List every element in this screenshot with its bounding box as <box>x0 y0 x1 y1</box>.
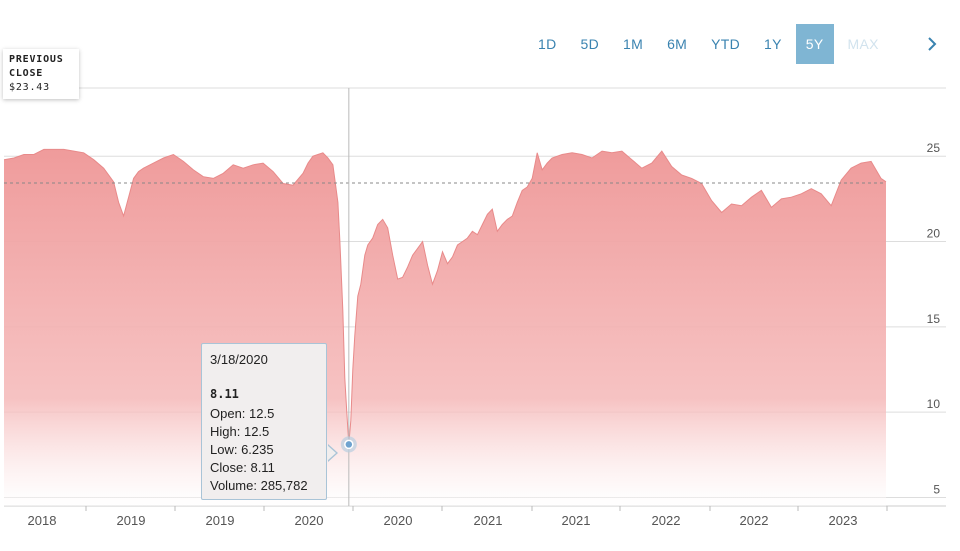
x-tick-label: 2022 <box>652 513 681 528</box>
range-button-1y[interactable]: 1Y <box>764 36 782 52</box>
range-button-ytd[interactable]: YTD <box>711 36 741 52</box>
tooltip-volume: Volume: 285,782 <box>210 478 308 493</box>
tooltip-open: Open: 12.5 <box>210 406 275 421</box>
x-tick-label: 2021 <box>562 513 591 528</box>
y-tick-label: 5 <box>933 482 940 496</box>
chevron-right-icon[interactable] <box>920 24 944 64</box>
y-axis-ticks: 5 10 15 20 25 <box>927 141 941 496</box>
tooltip-value: 8.11 <box>210 387 239 401</box>
area-line <box>3 148 887 445</box>
price-area <box>3 148 887 506</box>
x-axis-ticks: 2018 2019 2019 2020 2020 2021 2021 2022 2022 2023 <box>28 506 888 528</box>
tooltip-low: Low: 6.235 <box>210 442 274 457</box>
x-tick-label: 2020 <box>295 513 324 528</box>
area-fill <box>4 149 886 506</box>
x-tick-label: 2021 <box>474 513 503 528</box>
y-tick-label: 15 <box>927 312 941 326</box>
x-tick-label: 2018 <box>28 513 57 528</box>
range-button-5d[interactable]: 5D <box>580 36 599 52</box>
cursor-point <box>344 439 354 450</box>
x-tick-label: 2023 <box>829 513 858 528</box>
range-button-5y[interactable]: 5Y <box>795 24 834 64</box>
range-button-1m[interactable]: 1M <box>623 36 644 52</box>
x-tick-label: 2019 <box>117 513 146 528</box>
data-tooltip: 3/18/2020 8.11 Open: 12.5 High: 12.5 Low… <box>201 343 338 500</box>
range-button-1d[interactable]: 1D <box>538 36 557 52</box>
previous-close-value: $23.43 <box>9 82 50 93</box>
hover-cursor <box>340 88 357 506</box>
range-button-max[interactable]: MAX <box>847 36 879 52</box>
range-button-6m[interactable]: 6M <box>667 36 688 52</box>
previous-close-label: PREVIOUS CLOSE <box>9 54 64 79</box>
y-tick-label: 10 <box>927 397 941 411</box>
tooltip-close: Close: 8.11 <box>210 460 275 475</box>
tooltip-date: 3/18/2020 <box>210 352 268 367</box>
previous-close-box: PREVIOUS CLOSE $23.43 <box>3 49 79 99</box>
tooltip-arrow <box>327 445 336 461</box>
x-tick-label: 2022 <box>740 513 769 528</box>
x-tick-label: 2020 <box>384 513 413 528</box>
x-tick-label: 2019 <box>206 513 235 528</box>
tooltip-high: High: 12.5 <box>210 424 270 439</box>
range-selector: 1D 5D 1M 6M YTD 1Y 5Y MAX <box>528 24 893 64</box>
y-tick-label: 25 <box>927 141 941 155</box>
y-tick-label: 20 <box>927 227 941 241</box>
